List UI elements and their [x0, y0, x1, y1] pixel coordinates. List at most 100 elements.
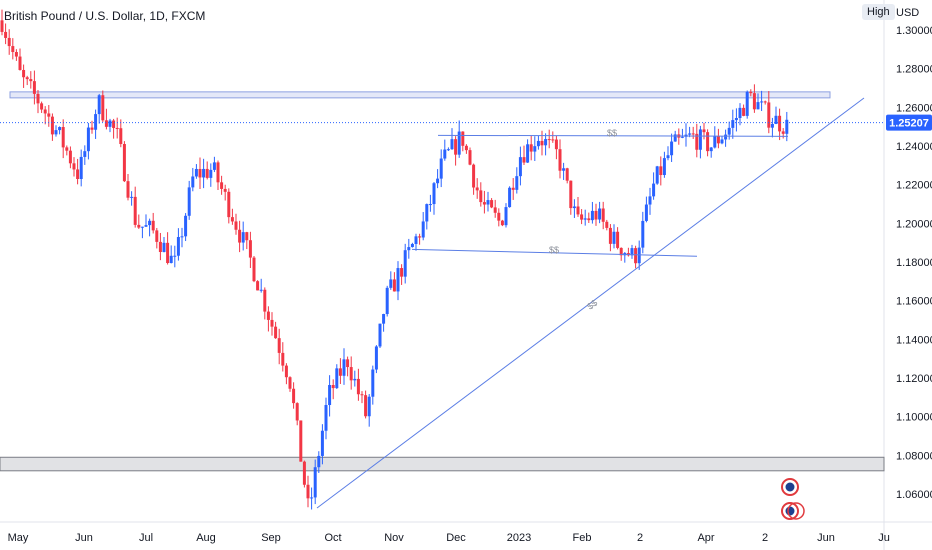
- x-tick-label: May: [8, 532, 29, 544]
- candle-body: [446, 149, 450, 151]
- candle-body: [292, 388, 296, 404]
- candle-body: [101, 95, 105, 121]
- candle-body: [389, 279, 393, 288]
- candle-body: [533, 146, 537, 152]
- candle-body: [169, 255, 173, 264]
- trendline-label: $$: [585, 298, 599, 312]
- candle-body: [724, 134, 728, 140]
- candle-body: [378, 323, 382, 347]
- candle-body: [450, 139, 454, 150]
- candle-body: [565, 168, 569, 181]
- candle-body: [392, 279, 396, 292]
- y-tick-label: 1.12000: [896, 373, 932, 385]
- high-button[interactable]: High: [862, 4, 895, 20]
- candle-body: [284, 365, 288, 378]
- support-zone: [0, 456, 885, 472]
- candle-body: [540, 140, 544, 146]
- candle-body: [97, 95, 101, 115]
- candle-body: [338, 368, 342, 376]
- candle-body: [583, 218, 587, 220]
- candle-body: [61, 127, 65, 148]
- candle-body: [655, 166, 659, 184]
- currency-label: USD: [896, 7, 920, 19]
- candle-body: [497, 212, 501, 221]
- us-flag-icon-ring: [787, 502, 805, 520]
- candle-body: [691, 133, 695, 135]
- candle-body: [209, 169, 213, 178]
- candle-body: [335, 368, 339, 389]
- candle-body: [436, 178, 440, 184]
- candle-body: [385, 287, 389, 315]
- candle-body: [428, 204, 432, 206]
- candle-body: [130, 196, 134, 198]
- x-tick-label: 2: [762, 532, 768, 544]
- candle-body: [504, 207, 508, 226]
- candle-body: [652, 183, 656, 197]
- candle-body: [187, 187, 191, 216]
- candle-body: [752, 93, 756, 110]
- candle-body: [716, 135, 720, 144]
- candle-body: [79, 156, 83, 180]
- candle-body: [180, 236, 184, 238]
- candle-body: [184, 215, 188, 237]
- candle-body: [590, 210, 594, 221]
- candle-body: [580, 214, 584, 220]
- y-tick-label: 1.24000: [896, 141, 932, 153]
- candle-body: [403, 250, 407, 277]
- y-tick-label: 1.10000: [896, 412, 932, 424]
- candle-body: [299, 420, 303, 462]
- candle-body: [475, 187, 479, 191]
- candle-body: [688, 133, 692, 135]
- candle-body: [173, 255, 177, 257]
- candle-body: [461, 131, 465, 146]
- candle-body: [698, 129, 702, 150]
- candle-body: [421, 221, 425, 238]
- candle-body: [104, 120, 108, 127]
- candle-body: [439, 158, 443, 179]
- candle-body: [306, 484, 310, 499]
- candle-body: [785, 119, 789, 134]
- candle-body: [83, 151, 87, 157]
- candle-body: [137, 224, 141, 228]
- candle-body: [479, 190, 483, 203]
- candle-body: [349, 367, 353, 381]
- candle-body: [162, 242, 166, 253]
- y-tick-label: 1.26000: [896, 102, 932, 114]
- candle-body: [54, 130, 58, 135]
- candle-body: [364, 395, 368, 417]
- candle-body: [331, 384, 335, 389]
- candle-body: [223, 188, 227, 192]
- candle-body: [778, 115, 782, 132]
- candle-body: [108, 120, 112, 127]
- y-tick-label: 1.22000: [896, 180, 932, 192]
- candle-body: [367, 396, 371, 417]
- candle-body: [310, 497, 314, 499]
- candle-body: [515, 176, 519, 190]
- candle-body: [616, 231, 620, 248]
- candle-body: [151, 220, 155, 231]
- candle-body: [670, 141, 674, 156]
- candle-body: [65, 147, 69, 151]
- candle-body: [594, 210, 598, 220]
- candle-body: [22, 69, 26, 78]
- candle-body: [144, 225, 148, 227]
- candle-body: [756, 102, 760, 110]
- candle-body: [68, 150, 72, 164]
- candle-body: [50, 116, 54, 135]
- candle-body: [382, 314, 386, 324]
- ascending-trendline: [316, 97, 865, 509]
- last-price-tag[interactable]: [886, 114, 932, 131]
- candle-body: [608, 227, 612, 244]
- candle-body: [749, 91, 753, 94]
- candle-body: [288, 377, 292, 389]
- liquidity-line-lower: [411, 248, 698, 257]
- candle-body: [158, 241, 162, 253]
- candle-body: [695, 133, 699, 150]
- x-tick-label: Sep: [261, 532, 281, 544]
- candle-body: [727, 127, 731, 135]
- candle-body: [522, 157, 526, 163]
- x-tick-label: Jun: [817, 532, 835, 544]
- uk-flag-icon-inner: [785, 482, 795, 492]
- candle-body: [511, 187, 515, 190]
